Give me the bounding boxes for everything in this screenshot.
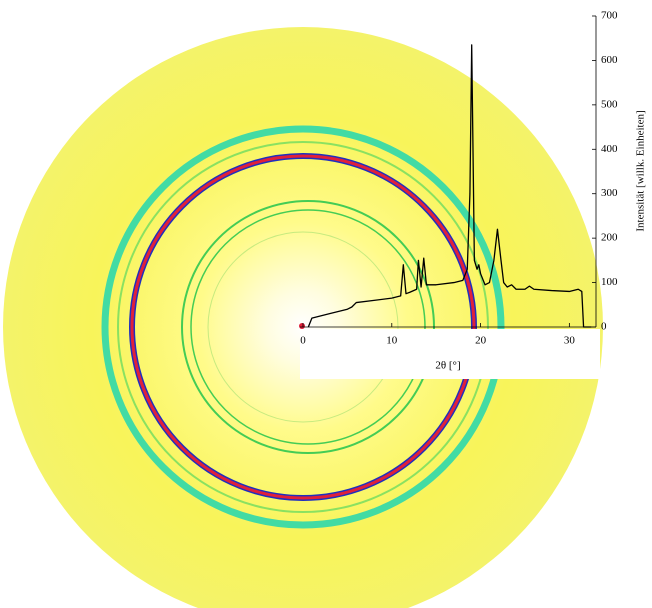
y-tick-label: 300 [601,187,618,199]
x-axis-label: 2θ [°] [435,360,460,372]
y-tick-label: 600 [601,54,618,66]
x-tick-label: 20 [475,335,487,347]
plot-label-band [300,329,600,379]
x-tick-label: 0 [300,335,306,347]
y-axis-label: Intensität [willk. Einheiten] [635,110,647,231]
intensity-line [307,44,592,328]
y-tick-label: 100 [601,276,618,288]
y-tick-label: 500 [601,98,618,110]
y-tick-label: 400 [601,143,618,155]
diffraction-image [3,27,603,608]
x-tick-label: 30 [564,335,576,347]
y-tick-label: 0 [601,321,607,333]
x-tick-label: 10 [386,335,398,347]
y-tick-label: 200 [601,232,618,244]
y-tick-label: 700 [601,10,618,22]
